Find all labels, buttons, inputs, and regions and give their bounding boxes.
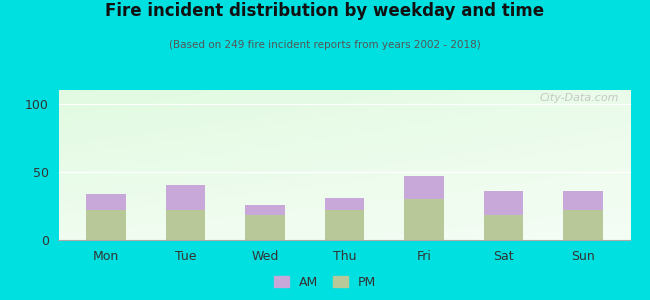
Bar xyxy=(245,205,285,215)
Bar xyxy=(484,191,523,215)
Bar xyxy=(324,198,365,210)
Bar xyxy=(404,199,444,240)
Bar xyxy=(563,191,603,210)
Text: City-Data.com: City-Data.com xyxy=(540,93,619,103)
Text: (Based on 249 fire incident reports from years 2002 - 2018): (Based on 249 fire incident reports from… xyxy=(169,40,481,50)
Bar xyxy=(86,194,126,210)
Bar xyxy=(324,210,365,240)
Bar xyxy=(245,215,285,240)
Bar xyxy=(166,185,205,210)
Text: Fire incident distribution by weekday and time: Fire incident distribution by weekday an… xyxy=(105,2,545,20)
Bar xyxy=(484,215,523,240)
Bar xyxy=(404,176,444,199)
Bar xyxy=(86,210,126,240)
Legend: AM, PM: AM, PM xyxy=(268,271,382,294)
Bar xyxy=(563,210,603,240)
Bar xyxy=(166,210,205,240)
